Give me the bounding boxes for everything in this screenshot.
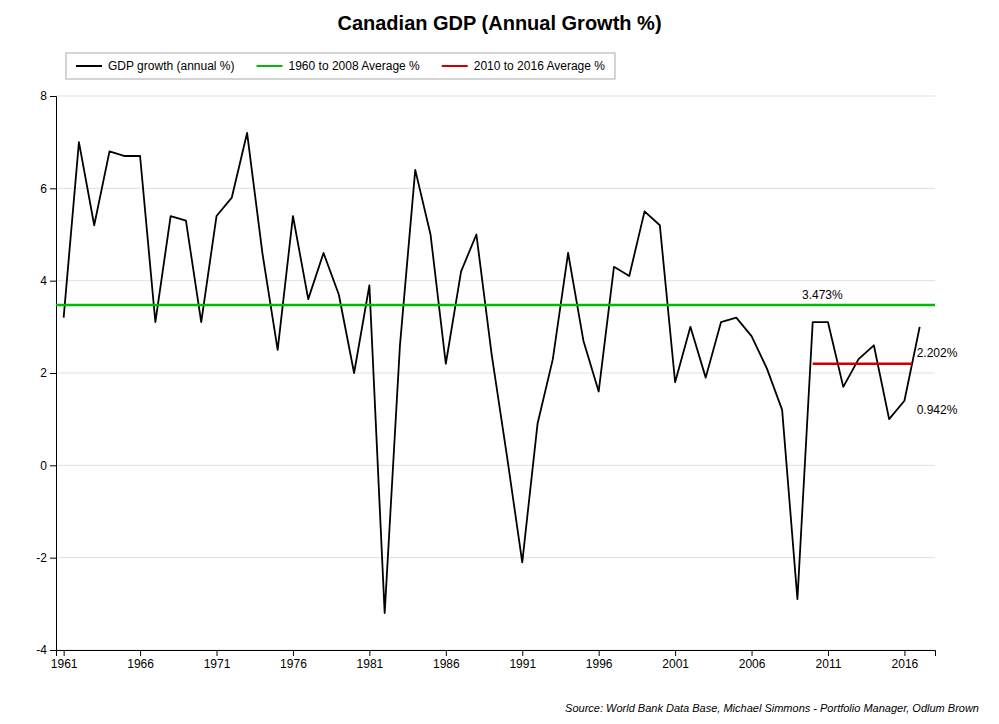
tick-label: 2006 xyxy=(739,657,766,671)
tick-mark xyxy=(50,188,56,189)
tick-mark xyxy=(50,558,56,559)
annotation: 0.942% xyxy=(917,403,958,417)
y-axis: -4 -2 0 2 4 6 8 xyxy=(36,89,56,657)
tick: 1981 xyxy=(357,650,384,671)
tick: 1976 xyxy=(280,650,307,671)
tick-label: 2016 xyxy=(892,657,919,671)
tick: 0 xyxy=(40,459,56,473)
tick-mark xyxy=(522,650,523,656)
tick-label: -4 xyxy=(36,643,47,657)
tick-label: 1986 xyxy=(433,657,460,671)
tick-mark xyxy=(752,650,753,656)
annotation: 3.473% xyxy=(802,288,843,302)
tick-label: 6 xyxy=(40,182,47,196)
tick: 1986 xyxy=(433,650,460,671)
grid-line xyxy=(56,188,935,189)
tick-label: 0 xyxy=(40,459,47,473)
grid xyxy=(56,96,935,650)
tick-label: 1961 xyxy=(51,657,78,671)
tick-mark xyxy=(50,96,56,97)
grid-line xyxy=(56,557,935,558)
annotations: 3.473% 2.202% 0.942% xyxy=(802,288,958,417)
tick-mark xyxy=(675,650,676,656)
legend-swatch xyxy=(76,65,102,67)
tick-label: 2001 xyxy=(662,657,689,671)
tick: 1961 xyxy=(51,650,78,671)
tick: 2006 xyxy=(739,650,766,671)
grid-line xyxy=(56,280,935,281)
tick-label: 1996 xyxy=(586,657,613,671)
tick-label: 2011 xyxy=(816,657,842,671)
legend-item: 1960 to 2008 Average % xyxy=(257,59,421,73)
series-line xyxy=(813,362,912,365)
legend-item: GDP growth (annual %) xyxy=(76,59,235,73)
axis-line xyxy=(50,97,57,651)
legend-swatch xyxy=(442,65,468,67)
tick-label: 8 xyxy=(40,89,47,103)
legend-swatch xyxy=(257,65,283,67)
legend: GDP growth (annual %) 1960 to 2008 Averag… xyxy=(66,53,615,79)
tick-label: 1981 xyxy=(357,657,384,671)
tick: 1971 xyxy=(204,650,231,671)
tick-label: 1966 xyxy=(127,657,154,671)
tick-mark xyxy=(828,650,829,656)
tick-mark xyxy=(50,281,56,282)
tick-label: 4 xyxy=(40,274,47,288)
tick-mark xyxy=(50,465,56,466)
tick-label: 2 xyxy=(40,366,47,380)
tick-mark xyxy=(369,650,370,656)
tick-mark xyxy=(293,650,294,656)
legend-item: 2010 to 2016 Average % xyxy=(442,59,606,73)
tick-mark xyxy=(904,650,905,656)
tick-mark xyxy=(64,650,65,656)
tick: 1966 xyxy=(127,650,154,671)
tick-mark xyxy=(217,650,218,656)
tick: 2 xyxy=(40,366,56,380)
tick: 6 xyxy=(40,182,56,196)
tick: 8 xyxy=(40,89,56,103)
series-line xyxy=(64,133,920,613)
grid-line xyxy=(56,465,935,466)
tick-mark xyxy=(599,650,600,656)
tick-mark xyxy=(140,650,141,656)
title: Canadian GDP (Annual Growth %) xyxy=(337,12,661,34)
tick: 2016 xyxy=(892,650,919,671)
legend-box xyxy=(66,53,615,79)
plot-area xyxy=(56,133,935,613)
tick: 2001 xyxy=(662,650,689,671)
tick-label: 1971 xyxy=(204,657,231,671)
tick-label: 1976 xyxy=(280,657,307,671)
annotation: 2.202% xyxy=(917,346,958,360)
tick-mark xyxy=(50,373,56,374)
tick: 2011 xyxy=(816,650,842,671)
source: Source: World Bank Data Base, Michael Si… xyxy=(565,702,979,714)
tick: -2 xyxy=(36,551,56,565)
tick: 4 xyxy=(40,274,56,288)
tick-label: -2 xyxy=(36,551,47,565)
legend-label: GDP growth (annual %) xyxy=(108,59,235,73)
tick-mark xyxy=(446,650,447,656)
axis-line xyxy=(57,651,936,657)
series-line xyxy=(56,304,935,307)
tick: -4 xyxy=(36,643,56,657)
legend-label: 1960 to 2008 Average % xyxy=(289,59,421,73)
chart: Canadian GDP (Annual Growth %)1961196619… xyxy=(0,0,999,724)
grid-line xyxy=(56,373,935,374)
tick-mark xyxy=(50,650,56,651)
tick-label: 1991 xyxy=(509,657,536,671)
legend-label: 2010 to 2016 Average % xyxy=(474,59,606,73)
tick: 1996 xyxy=(586,650,613,671)
tick: 1991 xyxy=(509,650,536,671)
x-axis: 1961 1966 1971 1976 1981 1986 1991 1996 2001 2006… xyxy=(51,650,936,671)
grid-line xyxy=(56,96,935,97)
